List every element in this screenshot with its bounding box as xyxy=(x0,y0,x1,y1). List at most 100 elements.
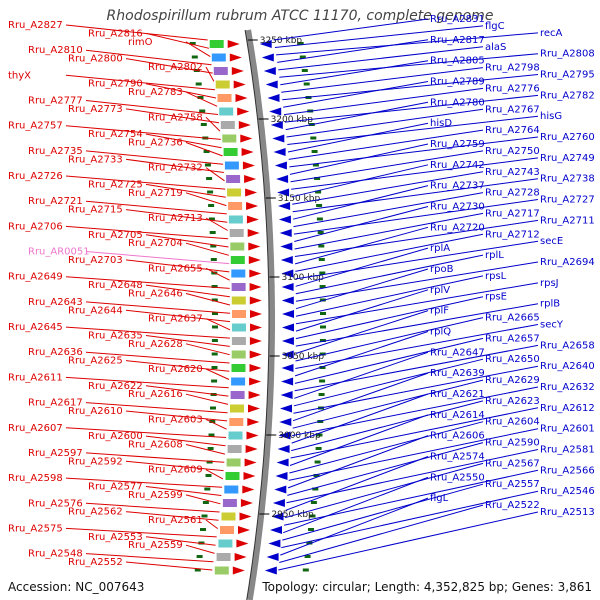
left-label-leader xyxy=(125,410,228,422)
right-gene-label: Rru_A2795 xyxy=(540,70,595,81)
left-gene-label: Rru_A2704 xyxy=(128,238,183,249)
gc-content-mark xyxy=(304,555,311,558)
right-label-leader xyxy=(295,275,484,317)
gc-content-mark xyxy=(312,487,319,491)
left-gene-label: Rru_A2637 xyxy=(148,314,203,325)
right-label-leader xyxy=(274,25,484,48)
forward-gene-arrow xyxy=(249,269,262,278)
right-gene-label: Rru_A2590 xyxy=(485,438,540,449)
right-label-leader xyxy=(294,206,429,242)
cog-block xyxy=(225,472,240,480)
left-label-leader xyxy=(205,318,231,331)
cog-block xyxy=(230,256,245,264)
cog-block xyxy=(229,229,244,237)
right-label-leader xyxy=(278,511,539,571)
right-gene-label: Rru_A2604 xyxy=(485,417,540,428)
right-gene-label: Rru_A2831 xyxy=(430,14,485,25)
forward-gene-arrow xyxy=(240,134,253,143)
right-gene-label: Rru_A2749 xyxy=(540,153,595,164)
cog-block xyxy=(222,499,237,507)
right-label-leader xyxy=(294,351,429,399)
cog-block xyxy=(231,377,246,386)
genome-title: Rhodospirillum rubrum ATCC 11170, comple… xyxy=(106,8,494,24)
right-label-leader xyxy=(295,303,539,347)
cog-block xyxy=(228,215,243,224)
right-gene-label: rplB xyxy=(540,299,560,310)
cog-block xyxy=(211,53,226,62)
right-label-leader xyxy=(284,94,539,123)
right-label-leader xyxy=(277,39,429,63)
right-gene-label: Rru_A2798 xyxy=(485,63,540,74)
reverse-gene-arrow xyxy=(276,458,289,467)
left-gene-label: Rru_A2655 xyxy=(148,263,203,274)
left-label-leader xyxy=(145,183,226,198)
gc-skew-mark xyxy=(208,433,215,437)
right-gene-label: Rru_A2566 xyxy=(540,465,595,476)
reverse-gene-arrow xyxy=(264,566,277,575)
right-label-leader xyxy=(283,476,429,534)
accession-text: Accession: NC_007643 xyxy=(8,580,145,594)
cog-block xyxy=(228,202,243,210)
gc-skew-mark xyxy=(195,82,202,86)
left-gene-label: Rru_A2721 xyxy=(28,196,83,207)
gc-content-mark xyxy=(299,55,306,59)
gc-content-mark xyxy=(302,568,309,572)
gc-content-mark xyxy=(319,379,326,383)
gc-content-mark xyxy=(319,366,326,369)
right-gene-label: Rru_A2742 xyxy=(430,160,485,171)
gc-skew-mark xyxy=(210,406,216,410)
right-label-leader xyxy=(279,504,484,563)
reverse-gene-arrow xyxy=(281,269,294,278)
gc-skew-mark xyxy=(201,514,208,518)
left-label-leader xyxy=(145,32,210,49)
right-gene-label: Rru_A2776 xyxy=(485,83,540,94)
cog-block xyxy=(231,364,246,372)
left-gene-label: Rru_A2552 xyxy=(68,557,123,568)
left-label-leader xyxy=(125,108,220,124)
cog-block xyxy=(231,269,246,278)
gc-skew-mark xyxy=(212,312,218,315)
gc-content-mark xyxy=(319,352,326,356)
left-gene-label: Rru_A2617 xyxy=(28,398,83,409)
cog-block xyxy=(223,148,238,156)
left-label-leader xyxy=(145,133,222,149)
left-gene-label: Rru_A2732 xyxy=(148,163,203,174)
right-label-leader xyxy=(276,32,539,56)
left-gene-label: Rru_A2754 xyxy=(88,129,143,140)
cog-block xyxy=(226,458,241,467)
right-gene-label: rplQ xyxy=(430,327,451,338)
right-gene-label: Rru_A2612 xyxy=(540,403,595,414)
gc-skew-mark xyxy=(200,123,207,126)
right-label-leader xyxy=(289,143,429,175)
forward-gene-arrow xyxy=(236,539,249,548)
left-label-leader xyxy=(65,527,217,538)
left-gene-label: Rru_A2802 xyxy=(148,62,203,73)
right-gene-label: Rru_A2665 xyxy=(485,313,540,324)
forward-gene-arrow xyxy=(241,148,254,156)
right-gene-label: Rru_A2621 xyxy=(430,389,485,400)
left-gene-label: Rru_A2607 xyxy=(8,423,63,434)
gc-skew-mark xyxy=(189,42,196,45)
left-label-leader xyxy=(185,142,223,157)
reverse-gene-arrow xyxy=(279,418,292,426)
gc-skew-mark xyxy=(209,420,216,423)
cog-block xyxy=(230,404,244,413)
reverse-gene-arrow xyxy=(282,323,294,332)
left-gene-label: Rru_A2628 xyxy=(128,339,183,350)
right-gene-label: Rru_A2728 xyxy=(485,188,540,199)
gc-content-mark xyxy=(311,150,318,153)
cog-block xyxy=(231,296,246,305)
gc-skew-mark xyxy=(212,325,218,329)
left-label-leader xyxy=(65,427,227,438)
left-label-leader xyxy=(145,284,230,298)
cog-block xyxy=(213,67,228,75)
forward-gene-arrow xyxy=(246,431,259,440)
left-label-leader xyxy=(85,502,220,513)
gc-content-mark xyxy=(315,447,322,450)
right-gene-label: Rru_A2694 xyxy=(540,257,595,268)
right-label-leader xyxy=(295,317,484,362)
right-label-leader xyxy=(280,60,429,86)
left-gene-label: Rru_A2599 xyxy=(128,490,183,501)
gc-content-mark xyxy=(320,325,326,329)
reverse-gene-arrow xyxy=(269,107,282,116)
